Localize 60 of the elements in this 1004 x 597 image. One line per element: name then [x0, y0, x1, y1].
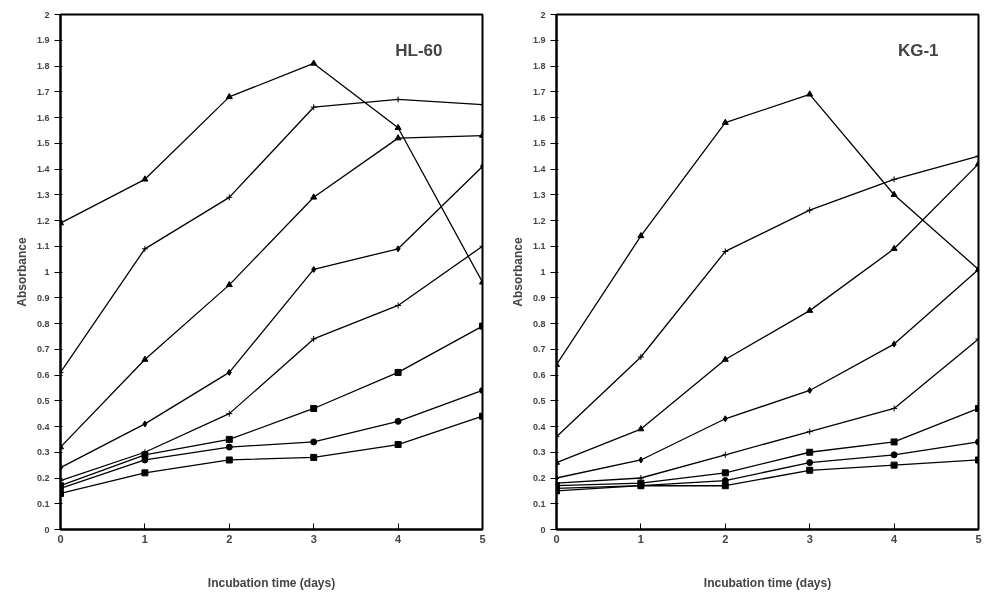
- x-tick-label: 0: [57, 532, 64, 545]
- x-axis-title: Incubation time (days): [207, 575, 336, 590]
- y-tick-label: 1.2: [532, 215, 546, 226]
- y-tick-label: 2: [44, 9, 50, 20]
- x-tick-label: 5: [479, 532, 486, 545]
- y-tick-label: 0.9: [36, 292, 50, 303]
- y-tick-label: 1.8: [532, 61, 546, 71]
- y-tick-label: 0.1: [36, 498, 50, 509]
- y-axis-title: Absorbance: [14, 237, 29, 307]
- y-tick-label: 0.5: [36, 395, 50, 406]
- y-tick-label: 0.2: [532, 473, 546, 483]
- x-tick-label: 3: [310, 532, 317, 545]
- y-tick-label: 1.1: [532, 241, 546, 252]
- y-tick-label: 0.4: [532, 421, 546, 432]
- y-tick-label: 1.2: [36, 215, 50, 226]
- y-tick-label: 1.9: [36, 35, 50, 46]
- x-tick-label: 5: [975, 532, 982, 545]
- y-tick-label: 0.9: [532, 292, 546, 303]
- y-tick-label: 0.5: [532, 395, 546, 406]
- y-tick-label: 0.4: [36, 421, 50, 432]
- x-tick-label: 4: [891, 532, 899, 545]
- y-tick-label: 0.6: [36, 370, 50, 380]
- y-tick-label: 0.2: [36, 473, 50, 483]
- x-axis-title: Incubation time (days): [703, 575, 832, 590]
- y-tick-label: 0: [540, 524, 546, 535]
- text: KG-1: [897, 40, 939, 60]
- y-tick-label: 1.5: [36, 138, 50, 149]
- y-tick-label: 0.3: [36, 447, 50, 458]
- y-tick-label: 0.8: [36, 318, 50, 329]
- x-tick-label: 4: [395, 532, 403, 545]
- y-tick-label: 1.1: [36, 241, 50, 252]
- y-axis-title: Absorbance: [510, 237, 525, 307]
- x-tick-label: 2: [722, 532, 729, 545]
- y-tick-label: 1.8: [36, 61, 50, 71]
- y-tick-label: 1.9: [532, 35, 546, 46]
- y-tick-label: 0.3: [532, 447, 546, 458]
- y-tick-label: 1.7: [36, 86, 50, 97]
- y-tick-label: 1.7: [532, 86, 546, 97]
- x-tick-label: 3: [806, 532, 813, 545]
- x-tick-label: 1: [637, 532, 644, 545]
- y-tick-label: 1: [44, 267, 50, 277]
- y-tick-label: 1.3: [36, 189, 50, 200]
- y-tick-label: 0: [44, 524, 50, 535]
- y-tick-label: 0.1: [532, 498, 546, 509]
- y-tick-label: 1.5: [532, 138, 546, 149]
- y-tick-label: 1.4: [36, 164, 50, 174]
- y-tick-label: 2: [540, 9, 546, 20]
- y-tick-label: 1.6: [532, 112, 546, 123]
- y-tick-label: 1.6: [36, 112, 50, 123]
- y-tick-label: 1: [540, 267, 546, 277]
- y-tick-label: 1.3: [532, 189, 546, 200]
- x-tick-label: 2: [226, 532, 233, 545]
- x-tick-label: 0: [553, 532, 560, 545]
- y-tick-label: 1.4: [532, 164, 546, 174]
- y-tick-label: 0.8: [532, 318, 546, 329]
- x-tick-label: 1: [141, 532, 148, 545]
- y-tick-label: 0.7: [532, 344, 546, 355]
- y-tick-label: 0.7: [36, 344, 50, 355]
- y-tick-label: 0.6: [532, 370, 546, 380]
- text: HL-60: [395, 40, 443, 60]
